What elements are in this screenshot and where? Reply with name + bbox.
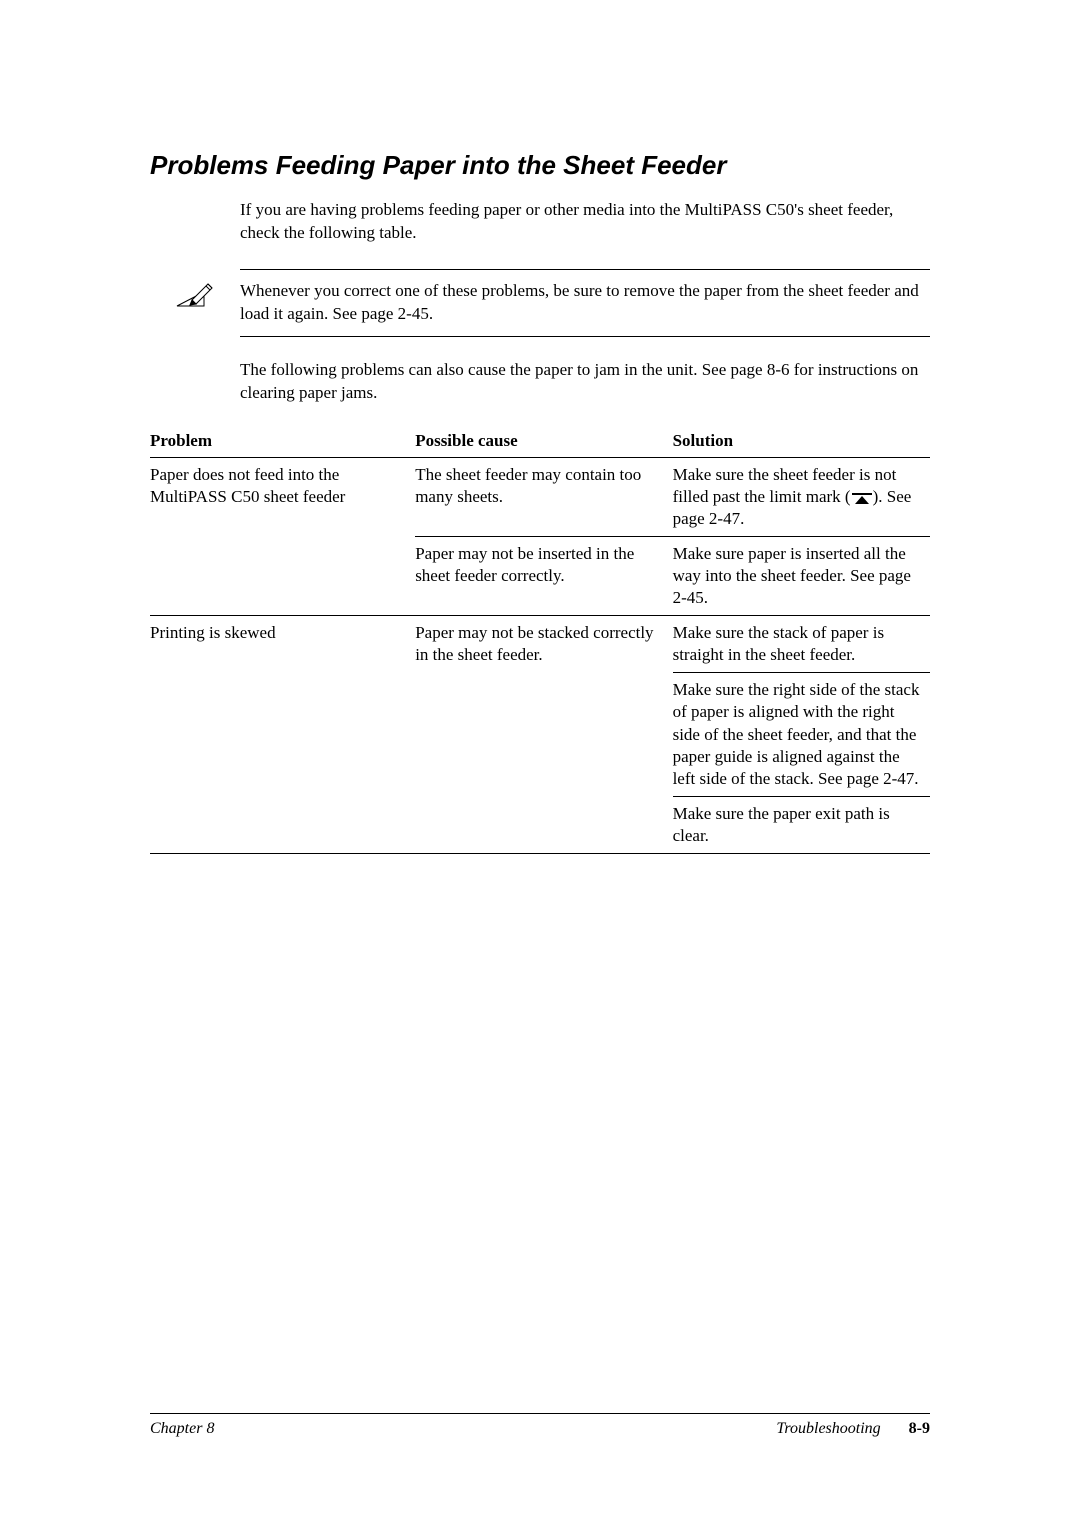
- table-row: Printing is skewed Paper may not be stac…: [150, 616, 930, 673]
- page-footer: Chapter 8 Troubleshooting 8-9: [150, 1413, 930, 1438]
- note-section: Whenever you correct one of these proble…: [150, 269, 930, 337]
- table-header-cause: Possible cause: [415, 425, 672, 458]
- footer-page-number: 8-9: [909, 1420, 930, 1437]
- note-text: Whenever you correct one of these proble…: [240, 280, 930, 326]
- table-header-solution: Solution: [673, 425, 930, 458]
- note-rule-top: [240, 269, 930, 270]
- cell-cause: Paper may not be stacked correctly in th…: [415, 616, 672, 854]
- cell-solution: Make sure paper is inserted all the way …: [673, 536, 930, 615]
- cell-cause: Paper may not be inserted in the sheet f…: [415, 536, 672, 615]
- intro-paragraph: If you are having problems feeding paper…: [240, 199, 930, 245]
- footer-chapter: Chapter 8: [150, 1420, 214, 1438]
- footer-section-title: Troubleshooting: [776, 1420, 880, 1437]
- footer-right: Troubleshooting 8-9: [776, 1420, 930, 1438]
- cell-solution: Make sure the paper exit path is clear.: [673, 796, 930, 853]
- table-header-problem: Problem: [150, 425, 415, 458]
- cell-solution: Make sure the stack of paper is straight…: [673, 616, 930, 673]
- cell-solution: Make sure the right side of the stack of…: [673, 673, 930, 796]
- cell-problem: Printing is skewed: [150, 616, 415, 854]
- limit-mark-icon: [851, 491, 873, 505]
- after-note-paragraph: The following problems can also cause th…: [240, 359, 930, 405]
- note-rule-bottom: [240, 336, 930, 337]
- troubleshoot-table: Problem Possible cause Solution Paper do…: [150, 425, 930, 854]
- cell-solution: Make sure the sheet feeder is not filled…: [673, 457, 930, 536]
- table-row: Paper does not feed into the MultiPASS C…: [150, 457, 930, 536]
- section-heading: Problems Feeding Paper into the Sheet Fe…: [150, 150, 930, 181]
- pencil-note-icon: [150, 280, 240, 310]
- cell-problem: Paper does not feed into the MultiPASS C…: [150, 457, 415, 616]
- cell-cause: The sheet feeder may contain too many sh…: [415, 457, 672, 536]
